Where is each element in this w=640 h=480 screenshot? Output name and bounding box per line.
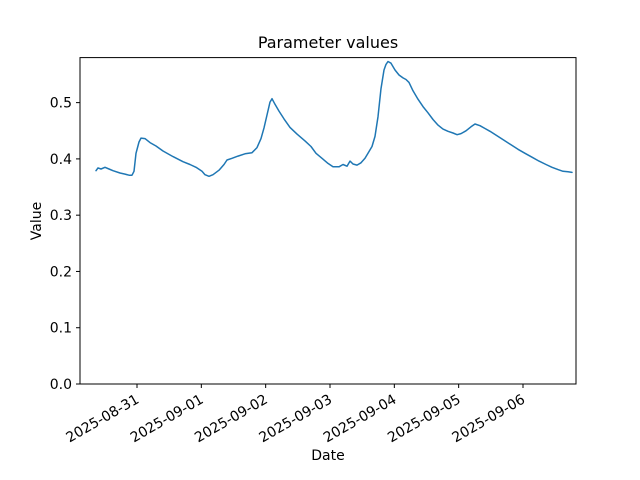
x-axis-label: Date xyxy=(311,448,345,464)
y-tick-label: 0.3 xyxy=(50,208,72,224)
data-line xyxy=(95,60,573,178)
y-axis-ticks: 0.0 0.1 0.2 0.3 0.4 0.5 xyxy=(50,96,80,393)
y-tick-label: 0.0 xyxy=(50,377,72,393)
x-axis-ticks: 2025-08-312025-09-012025-09-022025-09-03… xyxy=(64,384,529,447)
y-tick-label: 0.5 xyxy=(50,96,72,112)
chart-title: Parameter values xyxy=(257,33,399,52)
y-tick-label: 0.1 xyxy=(50,321,72,337)
plot-frame xyxy=(79,57,577,385)
y-tick-label: 0.2 xyxy=(50,264,72,280)
x-tick-label: 2025-09-06 xyxy=(450,392,529,447)
y-tick-label: 0.4 xyxy=(50,152,72,168)
